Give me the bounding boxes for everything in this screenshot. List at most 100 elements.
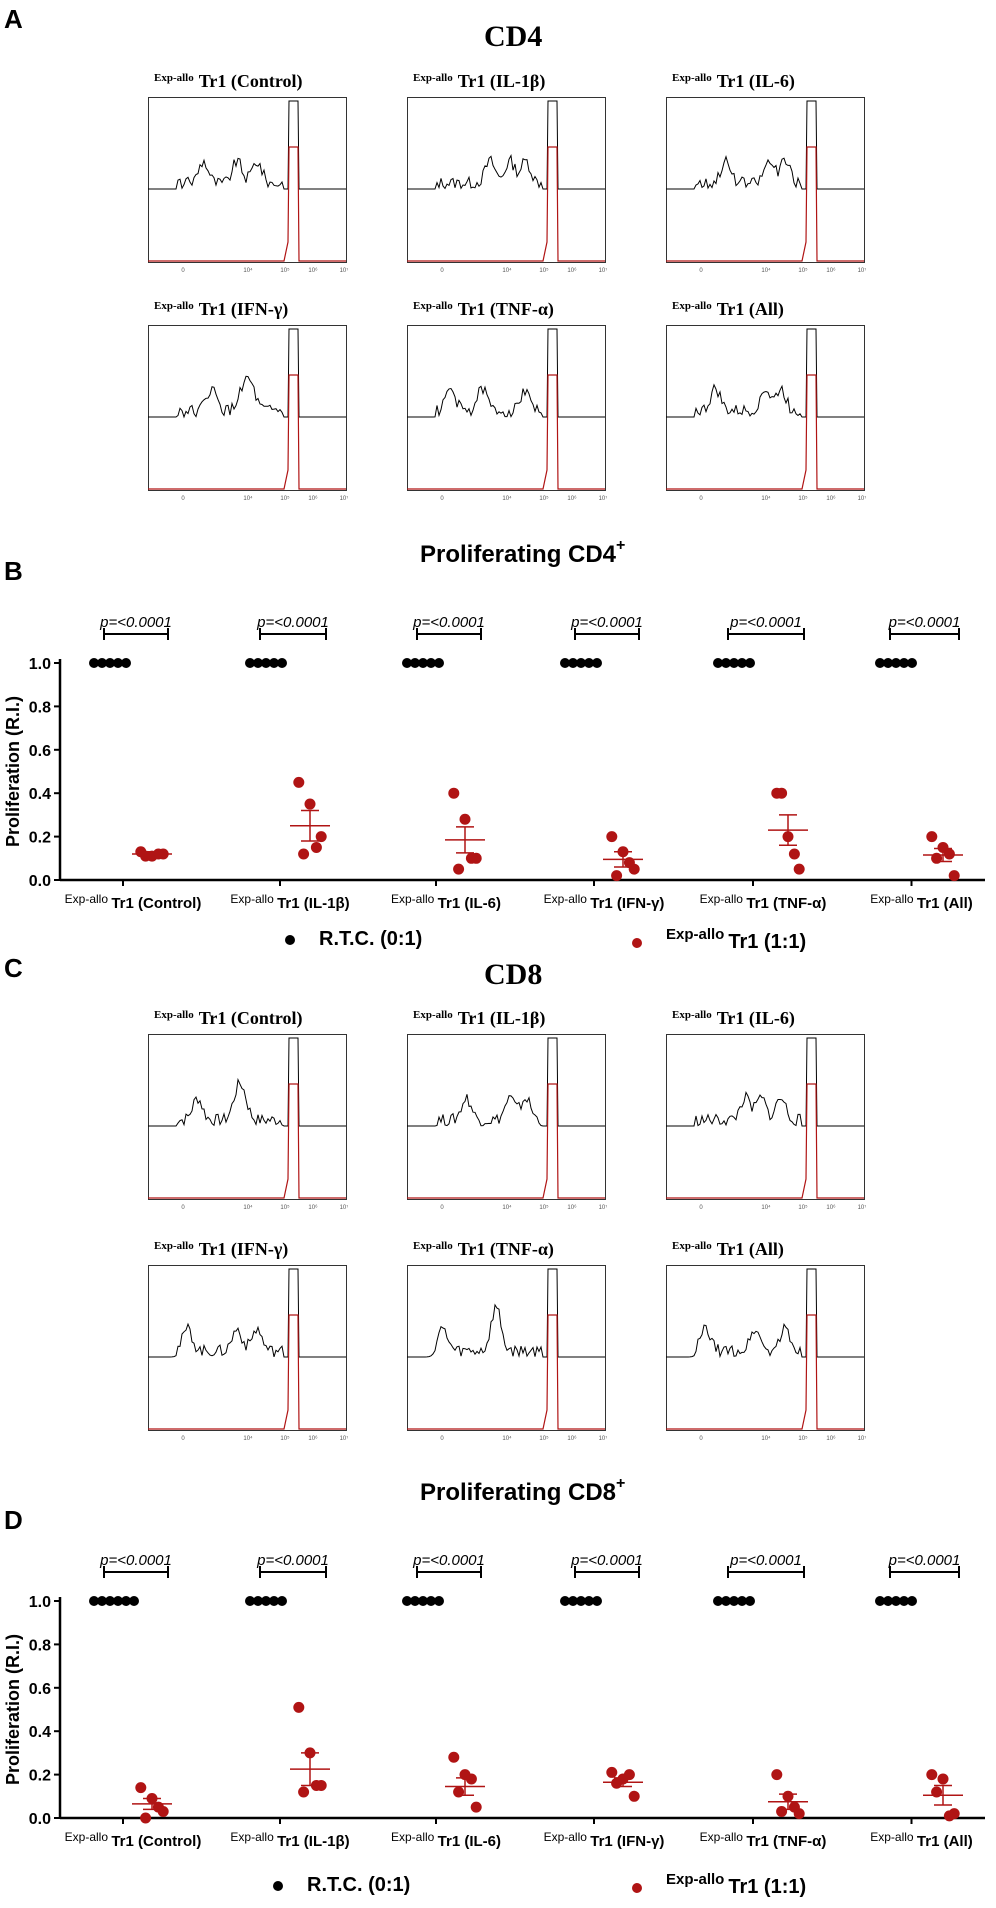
hist-tick-label: 10⁴ [761,1435,771,1442]
hist-tick-label: 10⁷ [599,1204,607,1211]
rtc-point [891,1596,901,1606]
hist-red-trace [148,374,346,490]
hist-tick-label: 10⁵ [280,1204,290,1211]
rtc-point [402,1596,412,1606]
hist-tick-label: 10⁵ [539,495,549,502]
rtc-point [568,1596,578,1606]
hist-red-trace [666,1083,864,1199]
tr1-point [293,776,305,788]
hist-title-label: Tr1 (IFN-γ) [198,1239,289,1259]
hist-tick-label: 0 [440,1205,444,1211]
hist-title-prefix: Exp-allo [154,72,194,84]
legend-tr1-cd4: Exp-allo Tr1 (1:1) [632,926,806,954]
hist-tick-label: 10⁵ [539,1435,549,1442]
rtc-point [899,1596,909,1606]
tr1-point [459,813,471,825]
rtc-point [97,658,107,668]
hist-tick-label: 10⁴ [502,1435,512,1442]
rtc-point [721,658,731,668]
pvalue-label: p=<0.0001 [570,1552,643,1569]
cd4-histogram-4: 0 10⁴ 10⁵ 10⁶ 10⁷ [148,325,348,502]
pvalue-label: p=<0.0001 [256,614,329,631]
y-tick-label: 0.2 [29,830,51,847]
rtc-point [875,1596,885,1606]
hist-title-prefix: Exp-allo [672,1009,712,1021]
x-category-label: Exp-allo Tr1 (IL-1β) [230,1830,349,1850]
x-category-label: Exp-allo Tr1 (TNF-α) [700,1830,827,1850]
hist-tick-label: 10⁴ [243,495,253,502]
hist-title-prefix: Exp-allo [672,1240,712,1252]
hist-title-label: Tr1 (IFN-γ) [198,299,289,319]
rtc-point [713,1596,723,1606]
rtc-point [261,1596,271,1606]
rtc-point [402,658,412,668]
hist-frame [148,325,347,491]
hist-tick-label: 0 [440,496,444,502]
cd8-histogram-1: 0 10⁴ 10⁵ 10⁶ 10⁷ [148,1034,348,1211]
cd4-histogram-6: 0 10⁴ 10⁵ 10⁶ 10⁷ [666,325,866,502]
rtc-point [269,1596,279,1606]
tr1-point [298,1786,310,1798]
tr1-point [793,863,805,875]
legend-rtc-cd4: R.T.C. (0:1) [285,928,422,951]
hist-tick-label: 0 [440,268,444,274]
y-tick-label: 0.8 [29,699,51,716]
hist-red-trace [407,146,605,262]
hist-tick-label: 10⁶ [826,1435,836,1442]
rtc-point [426,658,436,668]
pvalue-label: p=<0.0001 [99,614,172,631]
rtc-point [277,658,287,668]
hist-red-trace [407,1083,605,1199]
rtc-point [568,658,578,668]
tr1-point [465,852,477,864]
rtc-point [113,1596,123,1606]
legend-red-dot [632,937,642,948]
hist-tick-label: 10⁷ [340,1204,348,1211]
panel-letter-a: A [4,4,23,34]
cd4-hist-title-6: Exp-allo Tr1 (All) [672,299,784,320]
rtc-point [253,658,263,668]
hist-tick-label: 10⁶ [567,267,577,274]
cd4-histogram-2: 0 10⁴ 10⁵ 10⁶ 10⁷ [407,97,607,274]
tr1-point [606,1766,618,1778]
cd8-proliferation-chart: 0.0 0.2 0.4 0.6 0.8 1.0 Proliferation (R.I.) Ex… [3,1552,985,1850]
x-category-label: Exp-allo Tr1 (All) [870,1830,973,1850]
y-tick-label: 1.0 [29,1594,51,1611]
rtc-point [737,658,747,668]
hist-tick-label: 10⁷ [599,1435,607,1442]
rtc-point [907,658,917,668]
tr1-point [448,787,460,799]
hist-tick-label: 10⁴ [243,267,253,274]
rtc-point [729,658,739,668]
cd4-proliferation-title: Proliferating CD4+ [420,537,626,568]
hist-black-trace [666,328,864,418]
hist-tick-label: 0 [440,1436,444,1442]
rtc-point [261,658,271,668]
hist-tick-label: 10⁵ [280,1435,290,1442]
hist-tick-label: 10⁴ [761,495,771,502]
x-category-label: Exp-allo Tr1 (TNF-α) [700,892,827,912]
pvalue-label: p=<0.0001 [570,614,643,631]
hist-black-trace [407,1037,605,1127]
hist-tick-label: 0 [699,268,703,274]
hist-title-label: Tr1 (Control) [198,71,303,91]
pvalue-label: p=<0.0001 [888,1552,961,1569]
rtc-point [418,1596,428,1606]
x-category-label: Exp-allo Tr1 (IFN-γ) [544,892,665,912]
hist-frame [148,1265,347,1431]
rtc-point [737,1596,747,1606]
hist-tick-label: 0 [181,1436,185,1442]
y-tick-label: 0.6 [29,743,51,760]
hist-tick-label: 10⁵ [798,1435,808,1442]
hist-title-prefix: Exp-allo [413,1240,453,1252]
x-category-label: Exp-allo Tr1 (IFN-γ) [544,1830,665,1850]
rtc-point [277,1596,287,1606]
hist-tick-label: 10⁶ [308,1204,318,1211]
pvalue-label: p=<0.0001 [888,614,961,631]
tr1-point [776,1805,788,1817]
legend-red-dot [632,1882,642,1893]
rtc-point [434,658,444,668]
panel-letter-c: C [4,953,23,983]
hist-red-trace [148,1083,346,1199]
hist-title-label: Tr1 (IL-6) [716,1008,795,1028]
